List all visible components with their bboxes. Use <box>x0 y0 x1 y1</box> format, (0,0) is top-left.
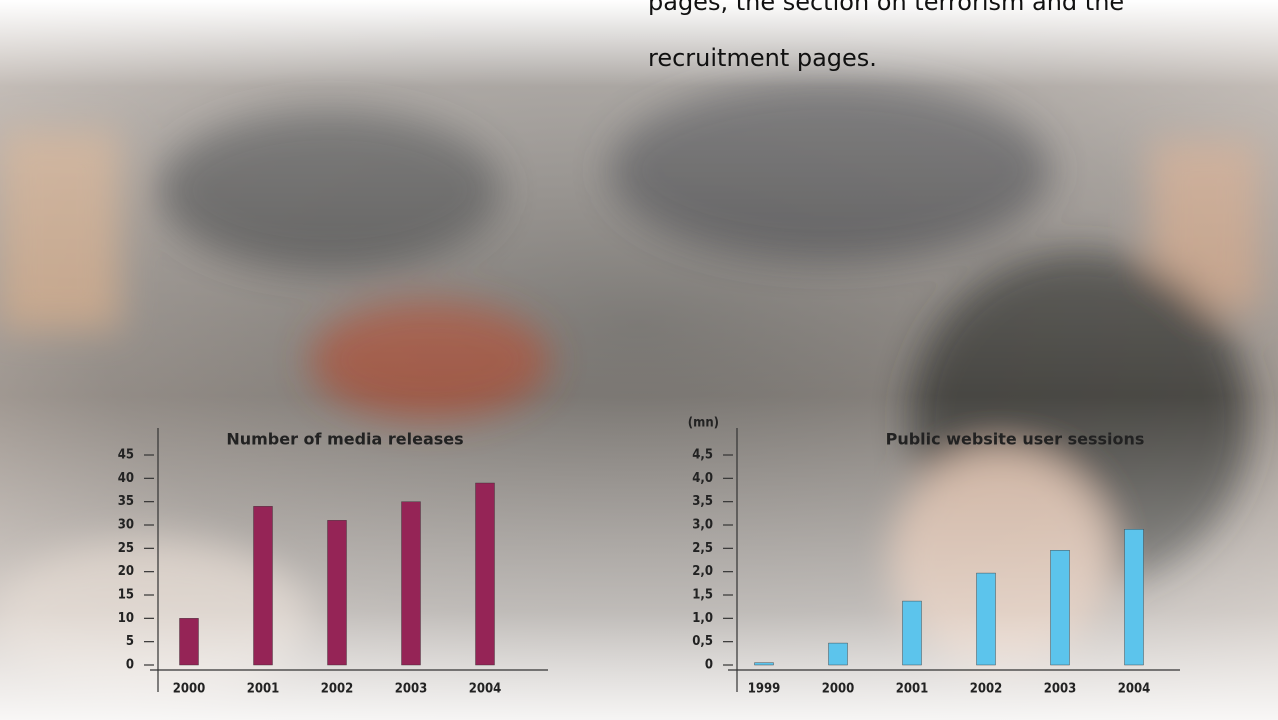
y-tick-label: 4,5 <box>692 448 713 463</box>
y-tick-label: 40 <box>118 471 134 486</box>
bar <box>1050 550 1070 666</box>
body-text: recruitment pages. <box>648 44 877 72</box>
chart-title: Public website user sessions <box>886 430 1145 449</box>
y-tick-label: 1,5 <box>692 588 713 603</box>
x-tick-label: 2001 <box>896 682 929 697</box>
bar <box>1124 529 1144 666</box>
y-tick-label: 2,0 <box>692 564 713 579</box>
x-tick-label: 2003 <box>1044 682 1077 697</box>
y-tick-label: 3,0 <box>692 518 713 533</box>
y-tick-label: 0 <box>126 658 134 673</box>
y-tick-label: 3,5 <box>692 494 713 509</box>
y-axis-label: (mn) <box>688 416 719 431</box>
bar <box>754 662 774 666</box>
y-tick-label: 5 <box>126 634 134 649</box>
bar <box>902 600 922 666</box>
x-tick-label: 1999 <box>748 682 781 697</box>
y-tick-label: 15 <box>118 588 134 603</box>
bar <box>828 642 848 666</box>
y-tick-label: 10 <box>118 611 134 626</box>
y-tick-label: 1,0 <box>692 611 713 626</box>
y-tick-label: 0 <box>705 658 713 673</box>
x-tick-label: 2002 <box>970 682 1003 697</box>
x-tick-label: 2000 <box>822 682 855 697</box>
body-text: pages, the section on terrorism and the <box>648 0 1124 16</box>
bar <box>179 618 199 666</box>
chart-title: Number of media releases <box>226 430 463 449</box>
bar <box>475 482 495 666</box>
x-tick-label: 2000 <box>173 682 206 697</box>
y-tick-label: 25 <box>118 541 134 556</box>
bar <box>401 501 421 666</box>
y-tick-label: 20 <box>118 564 134 579</box>
y-tick-label: 45 <box>118 448 134 463</box>
bar <box>253 506 273 666</box>
y-tick-label: 4,0 <box>692 471 713 486</box>
bar <box>976 572 996 666</box>
x-tick-label: 2001 <box>247 682 280 697</box>
y-tick-label: 30 <box>118 518 134 533</box>
x-tick-label: 2002 <box>321 682 354 697</box>
x-tick-label: 2004 <box>469 682 502 697</box>
x-tick-label: 2003 <box>395 682 428 697</box>
y-tick-label: 35 <box>118 494 134 509</box>
x-tick-label: 2004 <box>1118 682 1151 697</box>
y-tick-label: 0,5 <box>692 634 713 649</box>
y-tick-label: 2,5 <box>692 541 713 556</box>
bar <box>327 520 347 666</box>
